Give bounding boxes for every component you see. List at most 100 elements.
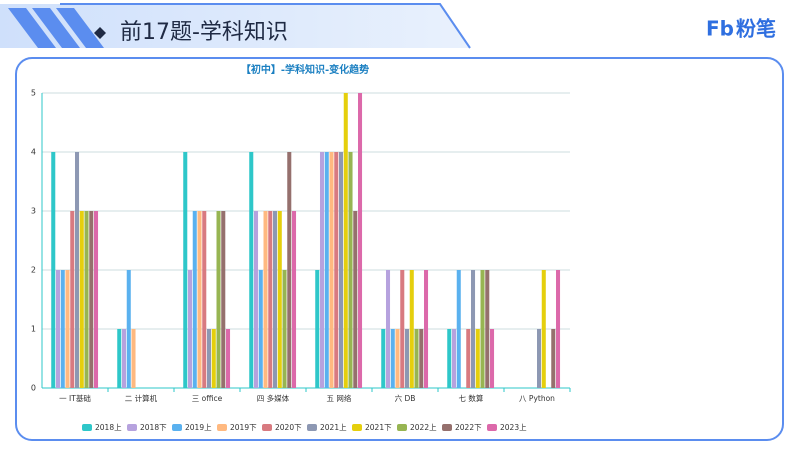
legend-label: 2020下 bbox=[275, 423, 302, 432]
bar bbox=[183, 152, 188, 388]
bar bbox=[353, 211, 358, 388]
bar bbox=[324, 152, 329, 388]
legend-label: 2021上 bbox=[320, 423, 347, 432]
bar bbox=[385, 270, 391, 388]
legend-label: 2022上 bbox=[410, 423, 437, 432]
bar bbox=[211, 329, 216, 388]
bar bbox=[84, 211, 89, 388]
bar bbox=[282, 270, 287, 388]
bar bbox=[126, 270, 131, 388]
bar bbox=[329, 152, 334, 388]
bar bbox=[315, 270, 320, 388]
bar bbox=[419, 329, 424, 388]
header-banner bbox=[0, 3, 471, 49]
bar bbox=[202, 211, 207, 388]
bar bbox=[55, 270, 61, 388]
legend-label: 2021下 bbox=[365, 423, 392, 432]
bar bbox=[258, 270, 263, 388]
bar bbox=[287, 152, 292, 388]
bar bbox=[409, 270, 414, 388]
bar bbox=[277, 211, 282, 388]
x-tick-label: 一 IT基础 bbox=[59, 393, 91, 403]
legend-swatch bbox=[262, 424, 272, 431]
legend-label: 2018上 bbox=[95, 423, 122, 432]
bar bbox=[253, 211, 259, 388]
bar bbox=[65, 270, 70, 388]
bar bbox=[381, 329, 386, 388]
bar bbox=[447, 329, 452, 388]
x-tick-label: 二 计算机 bbox=[125, 393, 158, 403]
bar bbox=[292, 211, 297, 388]
plot: 0 1 2 3 4 5 一 IT基础 二 计算机 三 office 四 多媒体 五 网络 六 DB 七 … bbox=[31, 89, 571, 432]
chart-title: 【初中】-学科知识-变化趋势 bbox=[241, 63, 369, 76]
bar bbox=[485, 270, 490, 388]
bar bbox=[94, 211, 99, 388]
y-tick-label: 2 bbox=[31, 266, 36, 275]
y-tick-label: 5 bbox=[31, 89, 36, 98]
y-tick-label: 0 bbox=[31, 384, 36, 393]
bar bbox=[471, 270, 476, 388]
bar bbox=[556, 270, 561, 388]
bar bbox=[395, 329, 400, 388]
bar bbox=[405, 329, 410, 388]
bar bbox=[414, 329, 419, 388]
bar bbox=[89, 211, 94, 388]
x-tick-label: 四 多媒体 bbox=[257, 393, 290, 403]
legend-swatch bbox=[487, 424, 497, 431]
bar bbox=[121, 329, 127, 388]
bar bbox=[221, 211, 226, 388]
legend-label: 2022下 bbox=[455, 423, 482, 432]
bar bbox=[70, 211, 75, 388]
bar bbox=[197, 211, 202, 388]
bar bbox=[187, 270, 193, 388]
bar bbox=[358, 93, 363, 388]
bar bbox=[273, 211, 278, 388]
y-tick-label: 1 bbox=[31, 325, 36, 334]
bar bbox=[263, 211, 268, 388]
bar bbox=[249, 152, 254, 388]
y-tick-label: 4 bbox=[31, 148, 36, 157]
legend-label: 2018下 bbox=[140, 423, 167, 432]
bar bbox=[131, 329, 136, 388]
legend-label: 2019下 bbox=[230, 423, 257, 432]
bar bbox=[75, 152, 80, 388]
bar bbox=[226, 329, 231, 388]
legend-swatch bbox=[172, 424, 182, 431]
bar bbox=[424, 270, 429, 388]
header-title: 前17题-学科知识 bbox=[120, 20, 288, 45]
x-tick-label: 五 网络 bbox=[327, 393, 352, 403]
bar bbox=[339, 152, 344, 388]
x-tick-label: 七 数算 bbox=[459, 393, 484, 403]
bar bbox=[466, 329, 471, 388]
bar bbox=[192, 211, 197, 388]
x-tick-label: 三 office bbox=[192, 394, 223, 403]
bar bbox=[541, 270, 546, 388]
bar bbox=[400, 270, 405, 388]
bar bbox=[475, 329, 480, 388]
bar bbox=[334, 152, 339, 388]
bar bbox=[216, 211, 221, 388]
bar bbox=[348, 152, 353, 388]
bar bbox=[451, 329, 457, 388]
bar bbox=[551, 329, 556, 388]
legend-swatch bbox=[442, 424, 452, 431]
bar bbox=[79, 211, 84, 388]
legend-swatch bbox=[352, 424, 362, 431]
bar bbox=[490, 329, 495, 388]
x-tick-label: 六 DB bbox=[395, 393, 416, 403]
legend-swatch bbox=[82, 424, 92, 431]
logo-text: 粉笔 bbox=[736, 17, 776, 41]
legend-label: 2019上 bbox=[185, 423, 212, 432]
bar bbox=[319, 152, 325, 388]
legend-swatch bbox=[307, 424, 317, 431]
legend-swatch bbox=[127, 424, 137, 431]
bar bbox=[117, 329, 122, 388]
bar bbox=[456, 270, 461, 388]
bar bbox=[207, 329, 212, 388]
x-tick-label: 八 Python bbox=[519, 394, 555, 403]
bar bbox=[390, 329, 395, 388]
bar bbox=[268, 211, 273, 388]
y-tick-label: 3 bbox=[31, 207, 36, 216]
bar bbox=[60, 270, 65, 388]
